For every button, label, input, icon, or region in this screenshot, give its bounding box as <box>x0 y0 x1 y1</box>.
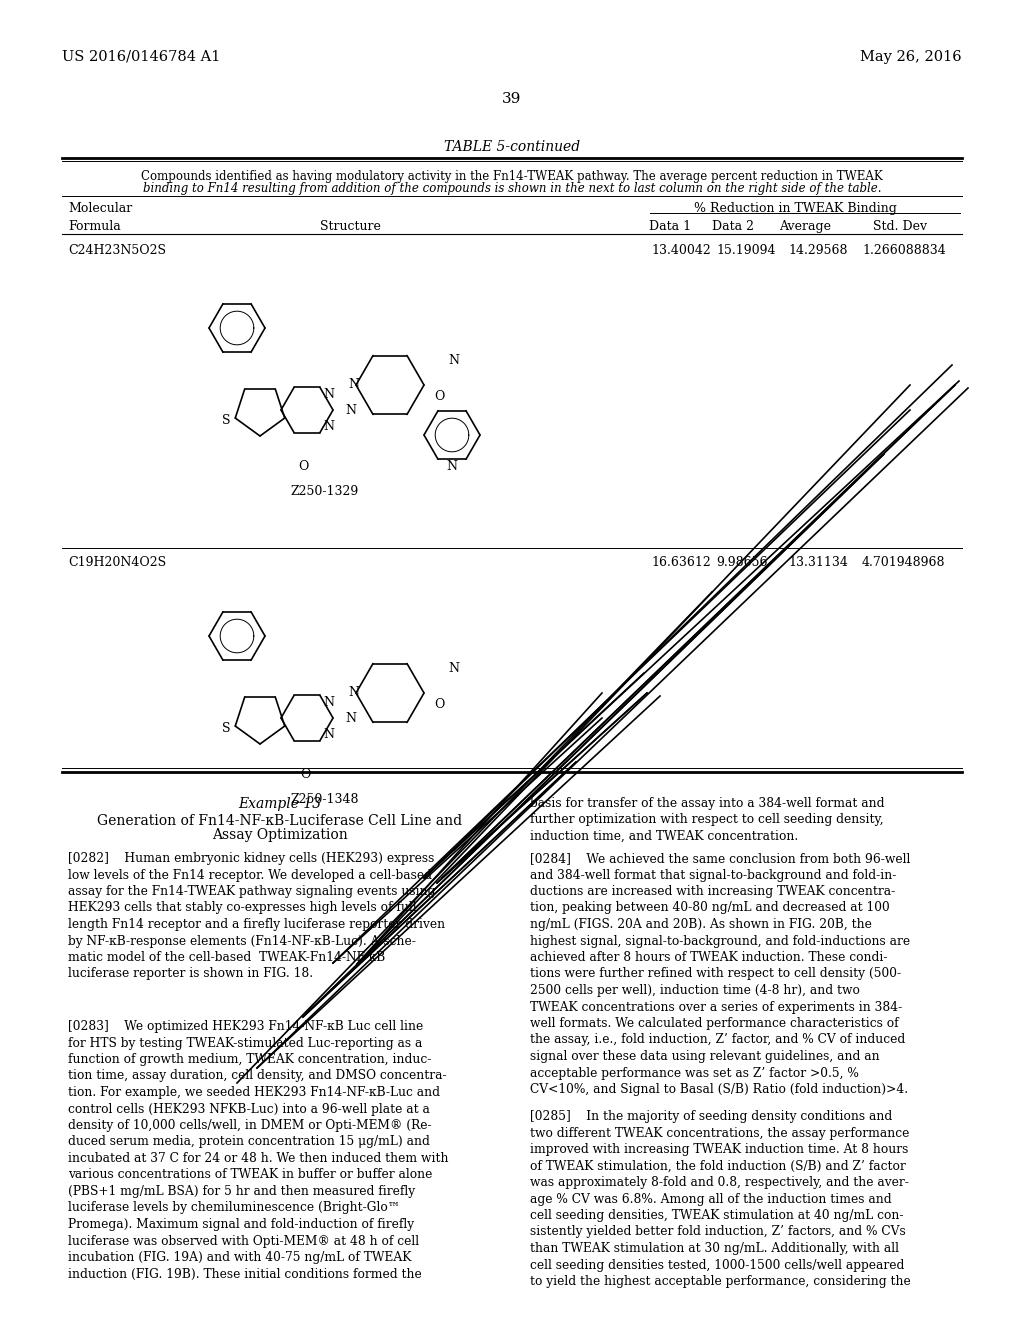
Text: [0282]    Human embryonic kidney cells (HEK293) express
low levels of the Fn14 r: [0282] Human embryonic kidney cells (HEK… <box>68 851 445 981</box>
Text: N: N <box>345 711 356 725</box>
Text: % Reduction in TWEAK Binding: % Reduction in TWEAK Binding <box>693 202 896 215</box>
Text: 1.266088834: 1.266088834 <box>862 244 946 257</box>
Text: N: N <box>446 461 458 474</box>
Text: Average: Average <box>779 220 831 234</box>
Text: S: S <box>222 722 230 734</box>
Text: TABLE 5-continued: TABLE 5-continued <box>444 140 580 154</box>
Text: C19H20N4O2S: C19H20N4O2S <box>68 556 166 569</box>
Text: Molecular: Molecular <box>68 202 132 215</box>
Text: [0283]    We optimized HEK293 Fn14-NF-κB Luc cell line
for HTS by testing TWEAK-: [0283] We optimized HEK293 Fn14-NF-κB Lu… <box>68 1020 449 1280</box>
Text: O: O <box>298 459 308 473</box>
Text: Data 2: Data 2 <box>712 220 754 234</box>
Text: Generation of Fn14-NF-κB-Luciferase Cell Line and: Generation of Fn14-NF-κB-Luciferase Cell… <box>97 814 463 828</box>
Text: 4.701948968: 4.701948968 <box>862 556 945 569</box>
Text: US 2016/0146784 A1: US 2016/0146784 A1 <box>62 50 220 63</box>
Text: Compounds identified as having modulatory activity in the Fn14-TWEAK pathway. Th: Compounds identified as having modulator… <box>141 170 883 183</box>
Text: Example 13: Example 13 <box>239 797 322 810</box>
Text: N: N <box>348 379 359 392</box>
Text: binding to Fn14 resulting from addition of the compounds is shown in the next to: binding to Fn14 resulting from addition … <box>142 182 882 195</box>
Text: N: N <box>324 388 335 400</box>
Text: 13.31134: 13.31134 <box>788 556 848 569</box>
Text: Structure: Structure <box>319 220 381 234</box>
Text: O: O <box>434 391 444 404</box>
Text: Std. Dev: Std. Dev <box>872 220 927 234</box>
Text: May 26, 2016: May 26, 2016 <box>860 50 962 63</box>
Text: O: O <box>300 767 310 780</box>
Text: N: N <box>324 696 335 709</box>
Text: O: O <box>434 698 444 711</box>
Text: Assay Optimization: Assay Optimization <box>212 828 348 842</box>
Text: 14.29568: 14.29568 <box>788 244 848 257</box>
Text: [0285]    In the majority of seeding density conditions and
two different TWEAK : [0285] In the majority of seeding densit… <box>530 1110 910 1288</box>
Text: 9.98656: 9.98656 <box>716 556 768 569</box>
Text: 16.63612: 16.63612 <box>651 556 711 569</box>
Text: N: N <box>449 663 460 676</box>
Text: N: N <box>324 727 335 741</box>
Text: Z250-1329: Z250-1329 <box>291 484 359 498</box>
Text: N: N <box>345 404 356 417</box>
Text: Data 1: Data 1 <box>649 220 691 234</box>
Text: C24H23N5O2S: C24H23N5O2S <box>68 244 166 257</box>
Text: Formula: Formula <box>68 220 121 234</box>
Text: [0284]    We achieved the same conclusion from both 96-well
and 384-well format : [0284] We achieved the same conclusion f… <box>530 851 910 1096</box>
Text: 39: 39 <box>503 92 521 106</box>
Text: N: N <box>348 686 359 700</box>
Text: S: S <box>222 413 230 426</box>
Text: basis for transfer of the assay into a 384-well format and
further optimization : basis for transfer of the assay into a 3… <box>530 797 885 843</box>
Text: Z250-1348: Z250-1348 <box>291 793 359 807</box>
Text: 15.19094: 15.19094 <box>716 244 775 257</box>
Text: 13.40042: 13.40042 <box>651 244 711 257</box>
Text: N: N <box>449 355 460 367</box>
Text: N: N <box>324 420 335 433</box>
